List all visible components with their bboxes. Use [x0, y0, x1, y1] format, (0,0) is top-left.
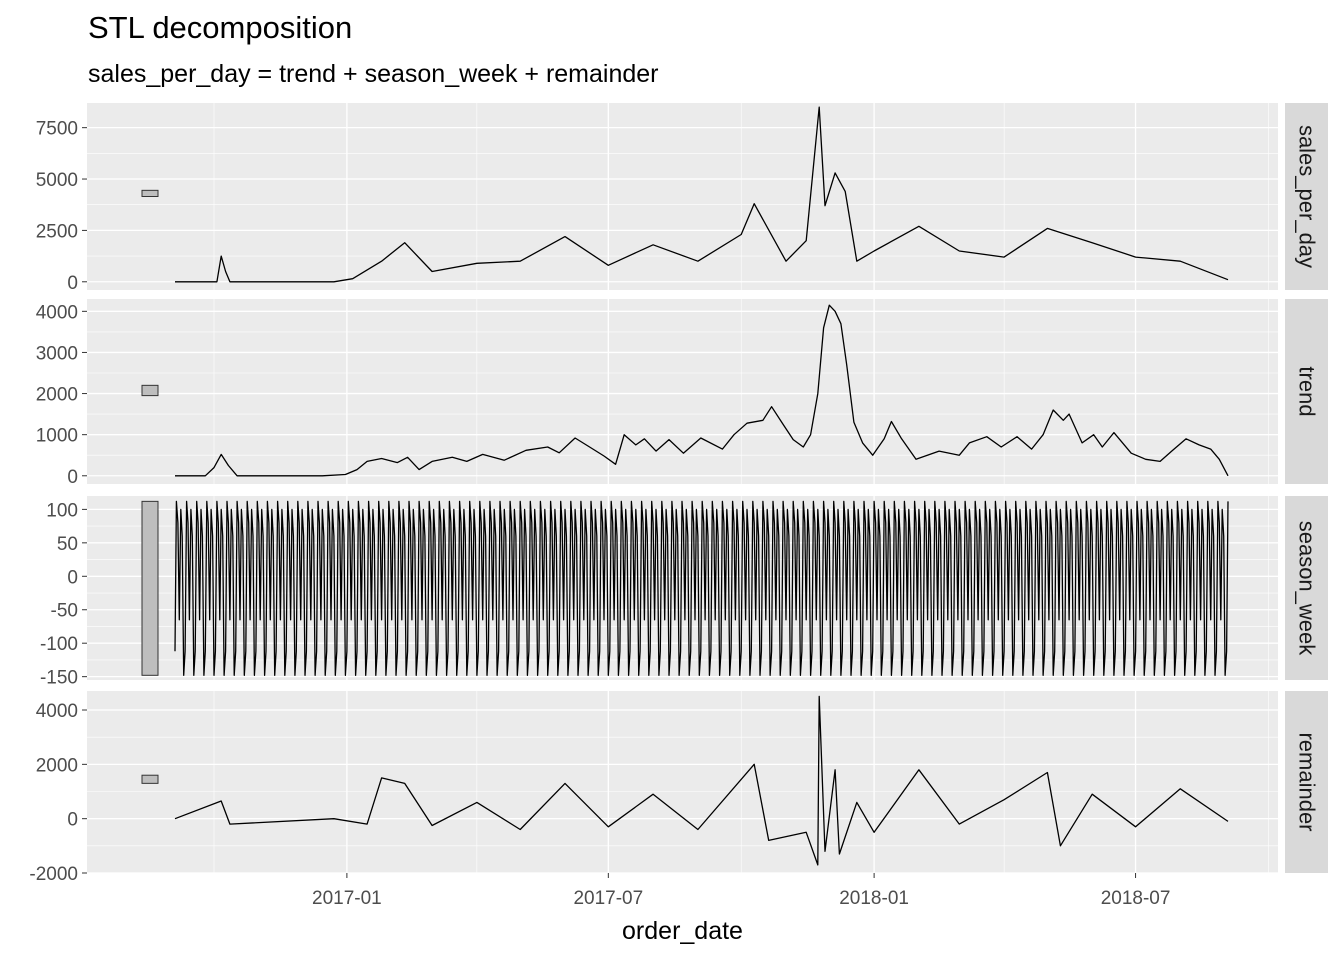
y-tick-label: -50	[51, 601, 78, 622]
panel-sales_per_day: 0 2500 5000 7500 sales_per_day	[36, 103, 1328, 294]
y-tick-label: 100	[46, 500, 78, 521]
y-tick-label: 4000	[36, 302, 78, 323]
panel-season_week: -150 -100 -50 0 50 100 season_week	[40, 496, 1328, 689]
panel-background	[87, 103, 1278, 290]
scale-bar	[141, 384, 159, 397]
y-tick-label: 1000	[36, 426, 78, 447]
x-tick-label: 2018-01	[839, 888, 909, 909]
series-line-remainder	[174, 695, 1229, 866]
y-tick-label: 2000	[36, 385, 78, 406]
panel-background	[87, 691, 1278, 873]
series-line-sales_per_day	[175, 106, 1229, 283]
x-tick-label: 2017-01	[312, 888, 382, 909]
x-tick-label: 2017-07	[573, 888, 643, 909]
y-tick-label: -150	[40, 668, 78, 689]
y-tick-label: 0	[67, 467, 78, 488]
y-tick-label: 0	[67, 810, 78, 831]
y-tick-label: 3000	[36, 343, 78, 364]
series-line-trend	[175, 304, 1229, 477]
facet-strip	[1285, 103, 1328, 290]
x-tick-label: 2018-07	[1101, 888, 1171, 909]
panel-remainder: -2000 0 2000 4000 remainder	[29, 691, 1328, 885]
y-tick-label: 50	[57, 534, 78, 555]
x-axis-label: order_date	[622, 917, 743, 945]
facet-strip-label: trend	[1295, 366, 1320, 416]
x-axis: 2017-01 2017-07 2018-01 2018-07	[312, 873, 1170, 909]
facet-strip-label: sales_per_day	[1295, 125, 1320, 268]
facet-strip	[1285, 691, 1328, 873]
y-tick-label: 0	[67, 273, 78, 294]
y-tick-label: -2000	[29, 864, 78, 885]
y-tick-label: 2000	[36, 755, 78, 776]
series-line-season_week	[174, 500, 1229, 676]
y-tick-label: 7500	[36, 119, 78, 140]
y-tick-label: 0	[67, 567, 78, 588]
scale-bar	[141, 500, 159, 676]
scale-bar	[141, 189, 159, 197]
panel-trend: 0 1000 2000 3000 4000 trend	[36, 299, 1328, 488]
y-tick-label: 5000	[36, 170, 78, 191]
chart-title: STL decomposition	[88, 10, 353, 45]
y-tick-label: -100	[40, 634, 78, 655]
chart-subtitle: sales_per_day = trend + season_week + re…	[88, 60, 659, 88]
facet-strip	[1285, 496, 1328, 680]
panel-background	[87, 299, 1278, 484]
facet-strip	[1285, 299, 1328, 484]
y-tick-label: 4000	[36, 701, 78, 722]
y-tick-label: 2500	[36, 221, 78, 242]
scale-bar	[141, 774, 159, 784]
facet-strip-label: remainder	[1295, 732, 1320, 831]
facet-strip-label: season_week	[1295, 521, 1320, 657]
